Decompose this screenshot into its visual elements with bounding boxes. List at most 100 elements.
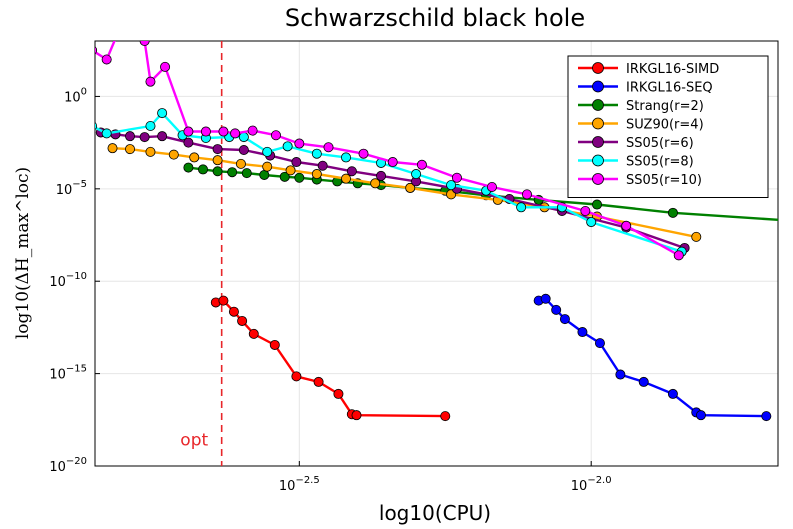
data-point [446,180,457,191]
data-point [269,339,280,350]
legend-marker [592,173,604,185]
data-point [667,388,678,399]
data-point [540,293,551,304]
data-point [346,166,357,177]
data-point [313,376,324,387]
data-point [218,126,229,137]
legend: IRKGL16-SIMD IRKGL16-SEQ Strang(r=2) SUZ90(… [567,55,769,198]
data-point [125,131,136,142]
legend-label: SS05(r=6) [626,136,694,151]
data-point [282,141,293,152]
data-point [183,126,194,137]
data-point [341,152,352,163]
series-ss05-r-10 [95,41,684,261]
data-point [358,148,369,159]
data-point [486,181,497,192]
data-point [376,170,387,181]
plot-frame [94,40,779,467]
data-point [521,189,532,200]
data-point [387,157,398,168]
data-point [311,148,322,159]
legend-label: SS05(r=10) [626,173,702,188]
data-point [95,46,98,55]
data-point [317,160,328,171]
data-point [145,76,156,87]
chart-title: Schwarzschild black hole [285,4,585,32]
data-point [673,250,684,261]
data-point [333,388,344,399]
data-point [351,410,362,421]
data-point [230,128,241,139]
series-line [95,111,683,253]
data-point [212,166,223,177]
data-point [291,371,302,382]
data-point [248,328,259,339]
data-point [270,130,281,141]
data-point [615,369,626,380]
y-tick-label: 10−5 [56,179,87,198]
data-point [638,376,649,387]
data-point [440,411,451,422]
data-point [577,327,588,338]
data-point [101,54,112,65]
y-tick-label: 10−15 [49,364,87,383]
data-point [559,314,570,325]
legend-marker [592,136,604,148]
data-point [341,173,352,184]
data-point [551,304,562,315]
series-irkgl16-simd [210,295,451,422]
series-irkgl16-seq [533,293,772,422]
data-point [592,199,603,210]
legend-marker [592,80,604,93]
data-point [107,143,118,154]
data-point [183,137,194,148]
data-point [247,125,258,136]
data-point [262,161,273,172]
data-point [594,338,605,349]
legend-marker [592,154,604,167]
legend-item: IRKGL16-SIMD [578,62,719,77]
data-point [323,142,334,153]
legend-label: IRKGL16-SEQ [626,81,713,96]
data-point [621,220,632,231]
data-point [227,167,238,178]
y-tick-label: 10−20 [49,456,87,475]
y-tick-label: 100 [64,86,87,105]
data-point [238,145,249,156]
x-tick-label: 10−2.0 [571,475,612,494]
data-point [200,126,211,137]
data-point [761,411,772,422]
data-point [516,202,527,213]
legend-label: SUZ90(r=4) [626,118,704,133]
legend-item: SS05(r=8) [578,155,694,170]
data-point [183,162,194,173]
data-point [405,182,416,193]
legend-item: Strang(r=2) [578,99,704,114]
legend-item: SS05(r=6) [578,136,694,151]
data-point [95,121,98,131]
data-point [235,158,246,169]
data-point [294,138,305,149]
y-tick-label: 10−10 [49,271,87,290]
x-tick-label: 10−2.5 [279,475,320,494]
data-point [370,178,381,189]
legend-label: IRKGL16-SIMD [626,62,719,77]
data-point [279,171,290,182]
data-point [416,159,427,170]
data-point [262,146,273,157]
data-point [695,410,706,421]
data-point [212,155,223,166]
series-group [95,41,778,466]
data-point [586,217,597,228]
legend-marker [592,117,604,130]
annotations: opt [180,431,208,451]
data-point [237,315,248,326]
data-point [667,207,678,218]
data-point [451,172,462,183]
data-point [139,41,150,46]
data-point [241,168,252,179]
data-point [311,169,322,180]
data-point [157,131,168,142]
legend-item: SUZ90(r=4) [578,118,704,133]
y-axis-label: log10(ΔH_max^loc) [13,167,33,339]
